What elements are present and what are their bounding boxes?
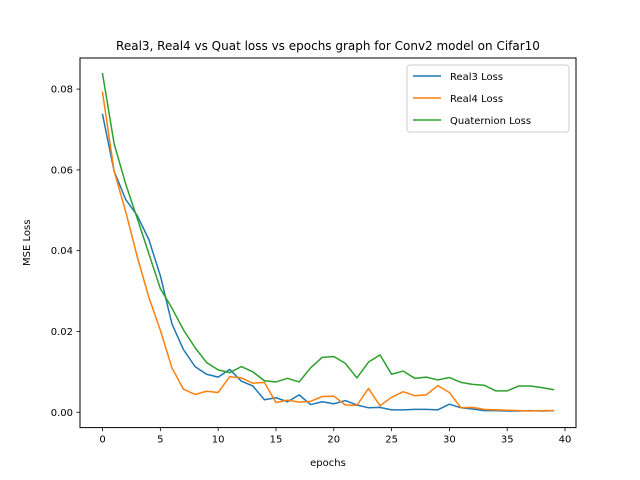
- x-tick-label: 0: [99, 435, 105, 446]
- x-tick-label: 25: [385, 435, 398, 446]
- series-line-1: [101, 113, 555, 412]
- x-tick-label: 20: [327, 435, 340, 446]
- legend-label: Real3 Loss: [450, 72, 503, 83]
- series-layer: [101, 72, 555, 412]
- legend-label: Real4 Loss: [450, 94, 503, 105]
- legend-box: [406, 64, 570, 133]
- x-tick-label: 5: [157, 435, 163, 446]
- y-tick-label: 0.06: [51, 165, 73, 176]
- y-axis-label: MSE Loss: [22, 220, 33, 266]
- x-axis-label: epochs: [310, 458, 346, 469]
- plot-frame: [79, 57, 577, 429]
- x-tick-label: 40: [559, 435, 572, 446]
- x-tick-label: 15: [270, 435, 283, 446]
- y-tick-label: 0.08: [51, 85, 73, 96]
- chart-title: Real3, Real4 vs Quat loss vs epochs grap…: [116, 39, 540, 53]
- x-tick-label: 10: [212, 435, 225, 446]
- y-tick-label: 0.00: [51, 408, 73, 419]
- y-tick-label: 0.02: [51, 327, 73, 338]
- x-tick-label: 35: [501, 435, 514, 446]
- y-tick-label: 0.04: [51, 246, 73, 257]
- series-line-3: [101, 72, 555, 392]
- ticks-layer: 0 5 10 15 20 25 30 35 40 0.00 0.02 0.04 0.06 0.08: [51, 85, 572, 446]
- legend: Real3 Loss Real4 Loss Quaternion Loss: [406, 64, 570, 133]
- series-line-2: [101, 91, 555, 412]
- x-tick-label: 30: [443, 435, 456, 446]
- legend-label: Quaternion Loss: [450, 116, 531, 127]
